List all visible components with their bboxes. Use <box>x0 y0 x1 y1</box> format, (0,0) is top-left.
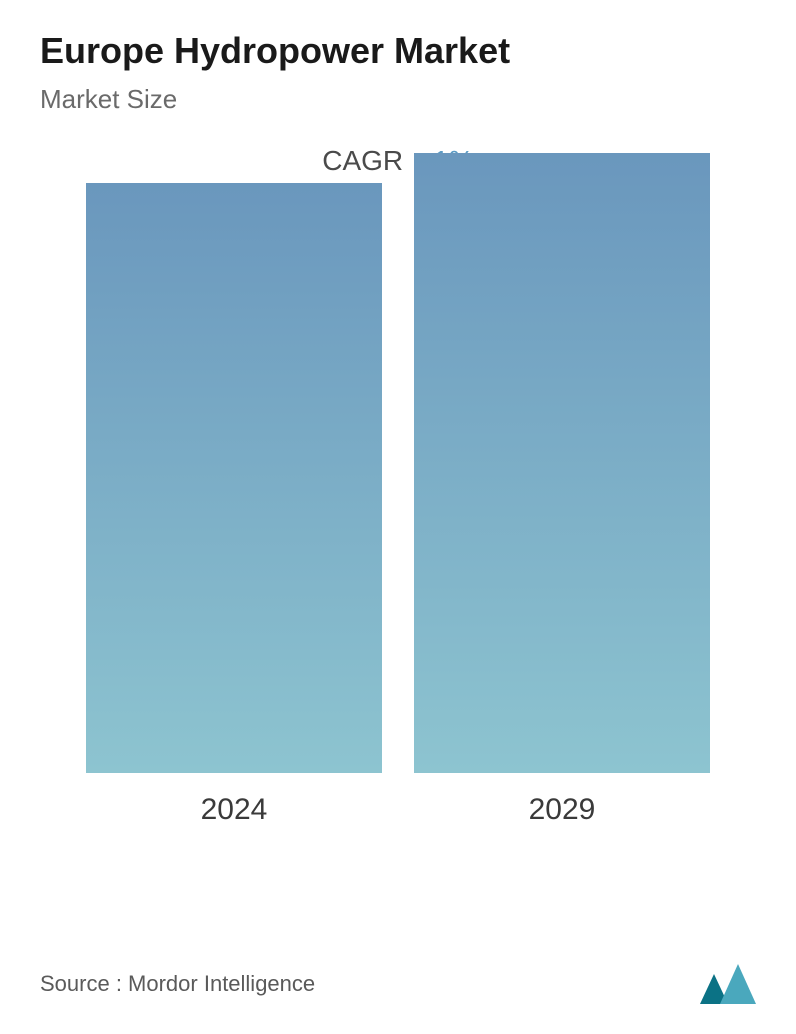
bar-chart: 2024 2029 <box>40 197 756 897</box>
bar-label-2024: 2024 <box>201 793 268 827</box>
bar-group-2024: 2024 <box>86 183 381 827</box>
bar-2029 <box>414 153 709 773</box>
page-title: Europe Hydropower Market <box>40 30 756 72</box>
footer: Source : Mordor Intelligence <box>40 964 756 1004</box>
brand-logo-icon <box>700 964 756 1004</box>
page-subtitle: Market Size <box>40 84 756 115</box>
bar-2024 <box>86 183 381 773</box>
source-text: Source : Mordor Intelligence <box>40 971 315 997</box>
bar-label-2029: 2029 <box>529 793 596 827</box>
cagr-label: CAGR <box>322 145 403 176</box>
bar-group-2029: 2029 <box>414 153 709 827</box>
